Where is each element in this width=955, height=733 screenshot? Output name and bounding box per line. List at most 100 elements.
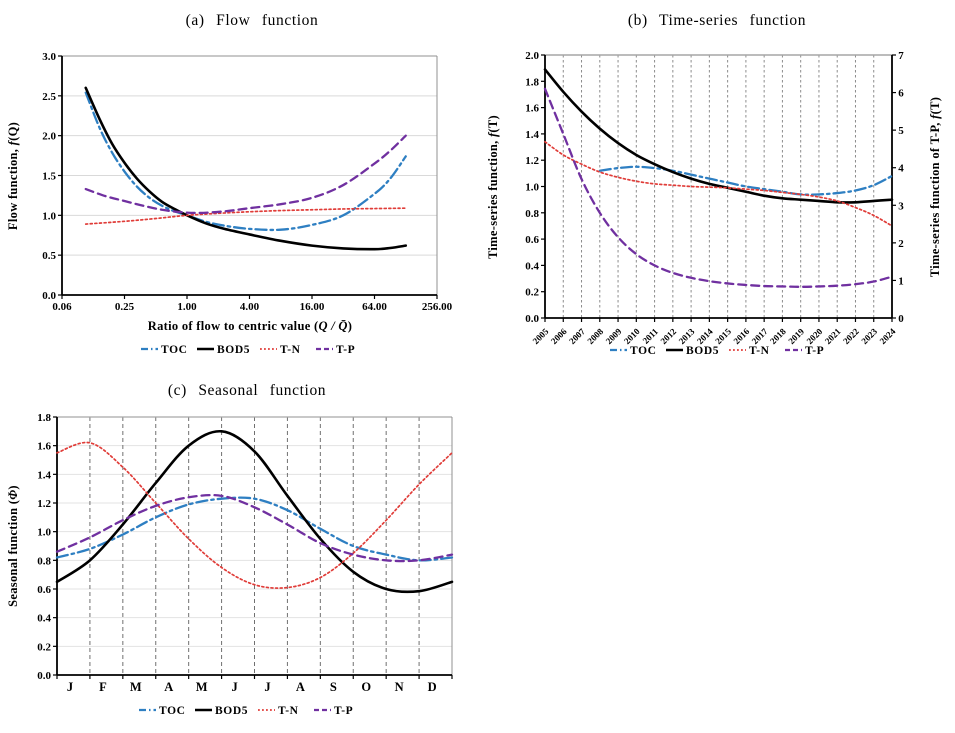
right-y-tick-label: 6 xyxy=(898,88,904,100)
y-tick-label: 0.6 xyxy=(37,584,51,596)
y-tick-label: 0.2 xyxy=(37,641,51,653)
y-tick-label: 1.6 xyxy=(37,441,51,453)
chart-b-title: (b) Time-series function xyxy=(628,12,806,29)
left-y-tick-label: 1.4 xyxy=(525,129,539,141)
series-toc-line xyxy=(598,165,894,196)
chart-c-plot-area: 0.0 0.2 0.4 0.6 0.8 1.0 1.2 1.4 1.6 1.8 J F M A M J J A S O… xyxy=(37,412,454,694)
year-label: 2005 xyxy=(531,326,551,346)
year-label: 2012 xyxy=(658,326,678,346)
right-y-tick-label: 3 xyxy=(898,200,904,212)
left-y-tick-label: 1.8 xyxy=(525,76,539,88)
legend-item-bod5: BOD5 xyxy=(197,344,250,356)
chart-a-plot-area: 0.06 0.25 1.00 4.00 16.00 64.00 256.00 0.0 0.5 1.… xyxy=(42,51,452,313)
legend-label-t-n: T-N xyxy=(278,705,299,717)
chart-c-title: (c) Seasonal function xyxy=(168,382,326,399)
chart-a-legend: TOC BOD5 T-N T-P xyxy=(141,344,355,356)
legend-label-t-p: T-P xyxy=(805,345,824,357)
x-tick-label: 1.00 xyxy=(177,301,197,313)
month-label: J xyxy=(231,680,237,694)
legend-item-bod5: BOD5 xyxy=(195,705,248,717)
series-t-n-line xyxy=(56,441,453,589)
chart-b-legend: TOC BOD5 T-N T-P xyxy=(610,345,824,357)
x-tick-label: 16.00 xyxy=(300,301,325,313)
chart-seasonal-function: (c) Seasonal function 0.0 0.2 0.4 0.6 0.8 1.0… xyxy=(6,382,454,717)
series-t-n-line xyxy=(84,207,407,225)
right-y-tick-label: 1 xyxy=(898,275,904,287)
y-tick-label: 1.2 xyxy=(37,498,51,510)
year-label: 2020 xyxy=(805,326,825,346)
year-label: 2023 xyxy=(859,326,879,346)
month-label: A xyxy=(296,680,305,694)
right-y-tick-label: 4 xyxy=(898,163,904,175)
legend-label-toc: TOC xyxy=(159,705,186,717)
left-y-tick-label: 0.0 xyxy=(525,313,539,325)
chart-b-left-y-axis-label: Time-series function, f(T) xyxy=(486,115,500,259)
chart-b-right-y-axis-label: Time-series function of T-P, f(T) xyxy=(928,97,942,277)
legend-label-t-p: T-P xyxy=(336,344,355,356)
month-label: D xyxy=(428,680,437,694)
y-tick-label: 1.8 xyxy=(37,412,51,424)
legend-items: TOC BOD5 T-N T-P xyxy=(610,345,824,357)
legend-item-t-p: T-P xyxy=(314,705,353,717)
series-bod5-line xyxy=(55,430,454,594)
right-y-tick-label: 2 xyxy=(898,238,904,250)
legend-item-t-p: T-P xyxy=(785,345,824,357)
month-label: J xyxy=(264,680,270,694)
right-y-tick-label: 5 xyxy=(898,125,904,137)
x-tick-label: 256.00 xyxy=(422,301,453,313)
series-toc-line xyxy=(55,496,454,562)
year-label: 2021 xyxy=(823,326,843,346)
chart-c-legend: TOC BOD5 T-N T-P xyxy=(139,705,353,717)
chart-a-y-axis-label: Flow function, f(Q) xyxy=(6,122,20,230)
legend-label-toc: TOC xyxy=(630,345,657,357)
year-label: 2010 xyxy=(622,326,642,346)
legend-label-bod5: BOD5 xyxy=(217,344,250,356)
legend-items: TOC BOD5 T-N T-P xyxy=(141,344,355,356)
left-y-tick-label: 1.6 xyxy=(525,103,539,115)
left-y-tick-label: 0.2 xyxy=(525,287,539,299)
x-tick-label: 64.00 xyxy=(362,301,387,313)
year-label: 2015 xyxy=(713,326,733,346)
month-label: A xyxy=(164,680,173,694)
legend-label-t-p: T-P xyxy=(334,705,353,717)
y-tick-label: 0.0 xyxy=(42,290,56,302)
series-t-p-line xyxy=(84,134,407,215)
right-y-tick-label: 7 xyxy=(898,50,904,62)
chart-flow-function: (a) Flow function 0.06 0.25 1.00 4.00 16.00 6… xyxy=(6,12,453,356)
y-tick-label: 1.5 xyxy=(42,171,56,183)
left-y-tick-label: 2.0 xyxy=(525,50,539,62)
y-tick-label: 0.5 xyxy=(42,250,56,262)
year-label: 2006 xyxy=(549,326,569,346)
series-bod5-line xyxy=(84,86,408,251)
month-label: O xyxy=(361,680,371,694)
year-label: 2009 xyxy=(604,326,624,346)
y-tick-label: 1.0 xyxy=(42,210,56,222)
year-label: 2016 xyxy=(732,326,752,346)
legend-item-t-p: T-P xyxy=(316,344,355,356)
year-label: 2008 xyxy=(585,326,605,346)
chart-a-x-axis-label: Ratio of flow to centric value (Q / Q̄) xyxy=(148,319,352,333)
legend-item-bod5: BOD5 xyxy=(666,345,718,357)
legend-items: TOC BOD5 T-N T-P xyxy=(139,705,353,717)
month-label: N xyxy=(395,680,404,694)
legend-item-toc: TOC xyxy=(610,345,657,357)
series-t-p-line xyxy=(543,87,894,288)
series-t-n-line xyxy=(544,140,893,227)
year-label: 2014 xyxy=(695,326,715,346)
legend-item-t-n: T-N xyxy=(258,705,299,717)
y-tick-label: 1.0 xyxy=(37,527,51,539)
left-y-tick-label: 1.0 xyxy=(525,182,539,194)
chart-time-series-function: (b) Time-series function 0.0 0.2 0.4 0.6 0.8… xyxy=(486,12,942,357)
year-label: 2013 xyxy=(677,326,697,346)
legend-label-bod5: BOD5 xyxy=(215,705,248,717)
month-label: J xyxy=(67,680,73,694)
year-label: 2011 xyxy=(641,326,661,346)
series-bod5-line xyxy=(543,68,894,204)
chart-b-plot-area: 0.0 0.2 0.4 0.6 0.8 1.0 1.2 1.4 1.6 1.8 2.0 0 1 2 3 4 5 6… xyxy=(525,50,904,346)
right-y-tick-label: 0 xyxy=(898,313,904,325)
legend-label-t-n: T-N xyxy=(749,345,770,357)
legend-label-toc: TOC xyxy=(161,344,188,356)
year-label: 2019 xyxy=(786,326,806,346)
year-label: 2022 xyxy=(841,326,861,346)
